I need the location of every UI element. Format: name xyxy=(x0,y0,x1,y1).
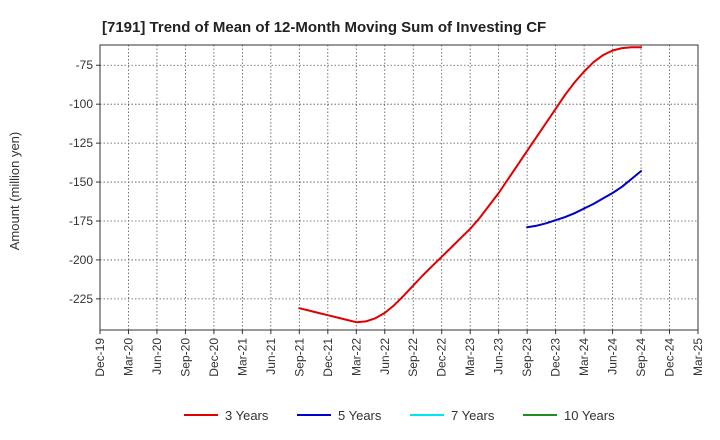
x-tick-label: Dec-23 xyxy=(549,338,563,377)
x-axis-ticks: Dec-19 Mar-20 Jun-20 Sep-20 Dec-20 Mar-21 Jun-… xyxy=(93,330,705,377)
y-axis-ticks: -225 -200 -175 -150 -125 -100 -75 xyxy=(69,58,100,306)
x-tick-label: Dec-20 xyxy=(207,338,221,377)
y-tick-label: -200 xyxy=(69,253,93,267)
x-tick-label: Jun-21 xyxy=(264,338,278,375)
x-tick-label: Mar-20 xyxy=(121,338,135,376)
x-tick-label: Jun-24 xyxy=(606,338,620,375)
grid xyxy=(100,45,698,330)
legend: 3 Years 5 Years 7 Years 10 Years xyxy=(184,408,615,423)
legend-label-7-years: 7 Years xyxy=(451,408,495,423)
y-tick-label: -100 xyxy=(69,97,93,111)
series-line-5-years xyxy=(526,170,642,229)
y-tick-label: -175 xyxy=(69,214,93,228)
y-tick-label: -125 xyxy=(69,136,93,150)
x-tick-label: Mar-21 xyxy=(235,338,249,376)
x-tick-label: Mar-25 xyxy=(691,338,705,376)
x-tick-label: Sep-23 xyxy=(520,338,534,377)
chart-title: [7191] Trend of Mean of 12-Month Moving … xyxy=(102,19,546,36)
x-tick-label: Sep-20 xyxy=(178,338,192,377)
y-tick-label: -150 xyxy=(69,175,93,189)
x-tick-label: Jun-22 xyxy=(378,338,392,375)
y-tick-label: -75 xyxy=(76,58,94,72)
x-tick-label: Mar-23 xyxy=(463,338,477,376)
x-tick-label: Mar-24 xyxy=(577,338,591,376)
series-layer xyxy=(298,46,642,324)
x-tick-label: Dec-24 xyxy=(663,338,677,377)
y-tick-label: -225 xyxy=(69,292,93,306)
legend-label-3-years: 3 Years xyxy=(225,408,269,423)
x-tick-label: Dec-22 xyxy=(435,338,449,377)
y-axis-label: Amount (million yen) xyxy=(7,132,22,251)
series-line-3-years xyxy=(298,46,642,324)
x-tick-label: Jun-20 xyxy=(150,338,164,375)
x-tick-label: Jun-23 xyxy=(492,338,506,375)
plot-frame xyxy=(99,44,699,331)
x-tick-label: Dec-21 xyxy=(321,338,335,377)
x-tick-label: Sep-21 xyxy=(292,338,306,377)
legend-label-5-years: 5 Years xyxy=(338,408,382,423)
x-tick-label: Mar-22 xyxy=(349,338,363,376)
x-tick-label: Dec-19 xyxy=(93,338,107,377)
x-tick-label: Sep-24 xyxy=(634,338,648,377)
legend-label-10-years: 10 Years xyxy=(564,408,615,423)
x-tick-label: Sep-22 xyxy=(406,338,420,377)
